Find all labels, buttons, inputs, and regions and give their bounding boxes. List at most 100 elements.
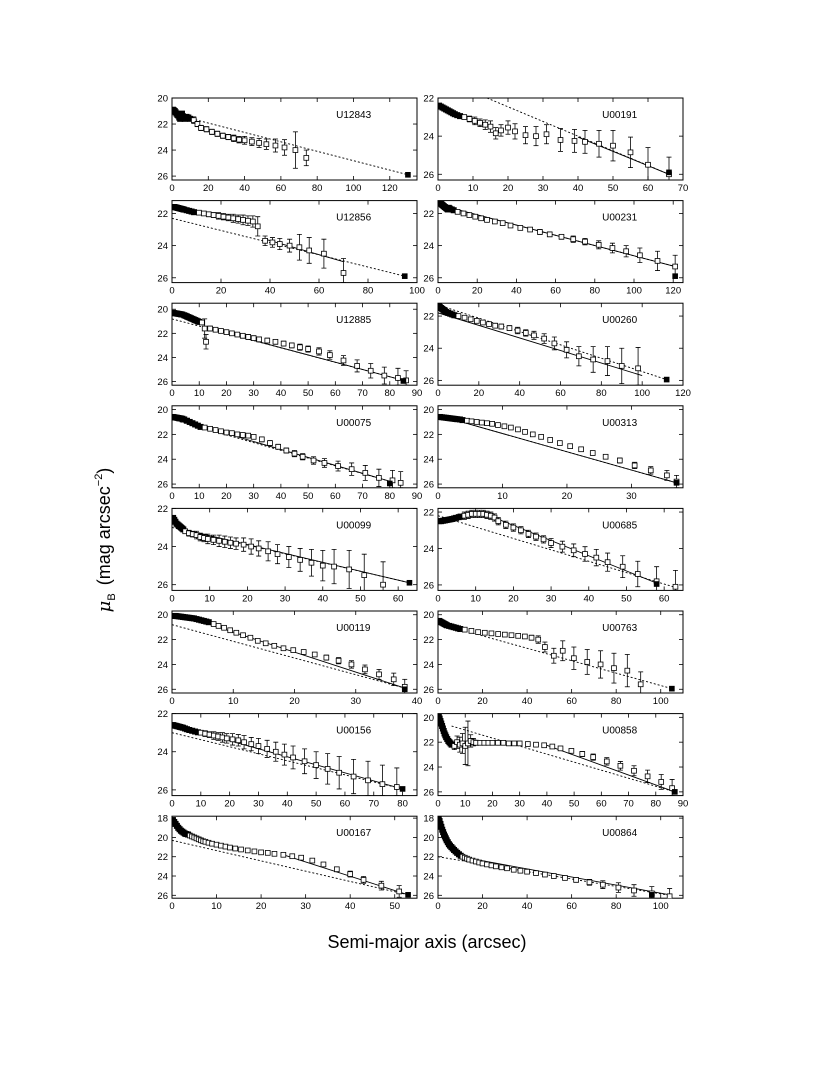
svg-text:μB(mag arcsec−2): μB (mag arcsec−2)	[93, 468, 118, 613]
y-tick-label: 20	[423, 610, 434, 621]
x-tick-label: 20	[477, 696, 488, 707]
y-tick-label: 18	[157, 814, 168, 825]
data-point	[495, 422, 501, 428]
data-point	[603, 758, 610, 765]
x-tick-label: 40	[542, 799, 553, 810]
x-tick-label: 50	[303, 388, 314, 399]
inner-data-point	[205, 619, 212, 626]
x-tick-label: 0	[169, 696, 174, 707]
y-tick-label: 24	[423, 455, 434, 466]
y-tick-label: 26	[423, 273, 434, 284]
data-point	[551, 873, 557, 879]
plot-frame	[171, 405, 418, 489]
y-tick-label: 26	[423, 580, 434, 591]
x-tick-label: 60	[643, 183, 654, 194]
data-point	[631, 887, 637, 894]
data-point	[508, 632, 515, 639]
data-point	[215, 213, 222, 219]
plot-area	[438, 509, 680, 591]
data-point	[286, 242, 293, 249]
data-point	[258, 849, 264, 856]
data-point	[203, 126, 210, 133]
y-tick-label: 18	[423, 814, 434, 825]
data-point	[454, 209, 461, 215]
data-point	[498, 127, 504, 134]
plot-area	[172, 204, 408, 283]
y-tick-label: 22	[423, 209, 434, 220]
data-point	[394, 784, 400, 790]
panel-label: U00858	[602, 726, 637, 737]
x-tick-label: 120	[382, 183, 398, 194]
data-point	[289, 853, 296, 860]
data-point	[324, 766, 331, 772]
data-point	[233, 629, 240, 636]
x-tick-label: 120	[665, 286, 681, 297]
data-point	[395, 375, 401, 381]
x-tick-label: 40	[514, 388, 525, 399]
data-point	[602, 453, 609, 460]
x-tick-label: 30	[538, 183, 549, 194]
data-point	[597, 661, 604, 668]
data-point	[570, 236, 577, 242]
x-tick-label: 60	[659, 593, 670, 604]
data-point	[525, 531, 532, 537]
y-axis-close: )	[94, 468, 114, 474]
data-point	[346, 566, 352, 573]
data-point	[209, 129, 215, 135]
x-tick-label: 80	[397, 799, 408, 810]
data-point	[288, 342, 295, 349]
data-point	[336, 769, 342, 776]
data-point	[510, 866, 517, 873]
data-point	[600, 881, 606, 888]
plot-area	[172, 817, 411, 898]
x-tick-label: 70	[357, 491, 368, 502]
x-tick-label: 20	[256, 901, 267, 912]
data-point	[367, 367, 374, 374]
data-point	[210, 537, 217, 543]
data-point	[194, 121, 201, 127]
data-point	[240, 541, 247, 548]
x-tick-label: 30	[514, 799, 525, 810]
data-point	[396, 888, 402, 895]
x-tick-label: 40	[573, 183, 584, 194]
y-tick-label: 20	[157, 833, 168, 844]
panel-label: U12885	[336, 315, 371, 326]
data-point	[271, 642, 278, 649]
data-point	[615, 884, 622, 891]
x-tick-label: 120	[675, 388, 691, 399]
panel-label: U00231	[602, 213, 637, 224]
dotted-fit-line	[172, 839, 409, 896]
y-tick-label: 22	[423, 430, 434, 441]
x-tick-label: 60	[566, 901, 577, 912]
x-tick-label: 20	[562, 491, 573, 502]
x-tick-label: 0	[435, 696, 440, 707]
data-point	[236, 136, 242, 143]
data-point	[481, 629, 488, 636]
data-point	[619, 563, 626, 570]
data-point	[604, 358, 611, 364]
data-point	[223, 735, 230, 742]
data-point	[647, 467, 654, 474]
plot-frame	[171, 97, 418, 181]
x-tick-label: 80	[384, 388, 395, 399]
panel-label: U00313	[602, 418, 637, 429]
data-point	[492, 218, 498, 225]
data-point	[522, 132, 529, 138]
solid-fit-line	[577, 136, 670, 175]
data-point	[362, 470, 369, 476]
sky-marker	[672, 273, 678, 279]
panel-label: U12843	[336, 110, 371, 121]
data-point	[617, 457, 623, 464]
y-tick-label: 24	[423, 872, 434, 883]
x-tick-label: 80	[596, 388, 607, 399]
panel-u00858: 0 10 20 30 40 50 60 70 80 90 20 22 24 26 U00858	[423, 713, 688, 810]
sky-marker	[666, 169, 672, 176]
data-point	[251, 848, 258, 855]
sky-marker	[669, 685, 675, 692]
data-point	[334, 866, 340, 873]
data-point	[210, 621, 217, 627]
data-point	[567, 443, 573, 449]
data-point	[201, 325, 208, 332]
data-point	[310, 457, 317, 464]
